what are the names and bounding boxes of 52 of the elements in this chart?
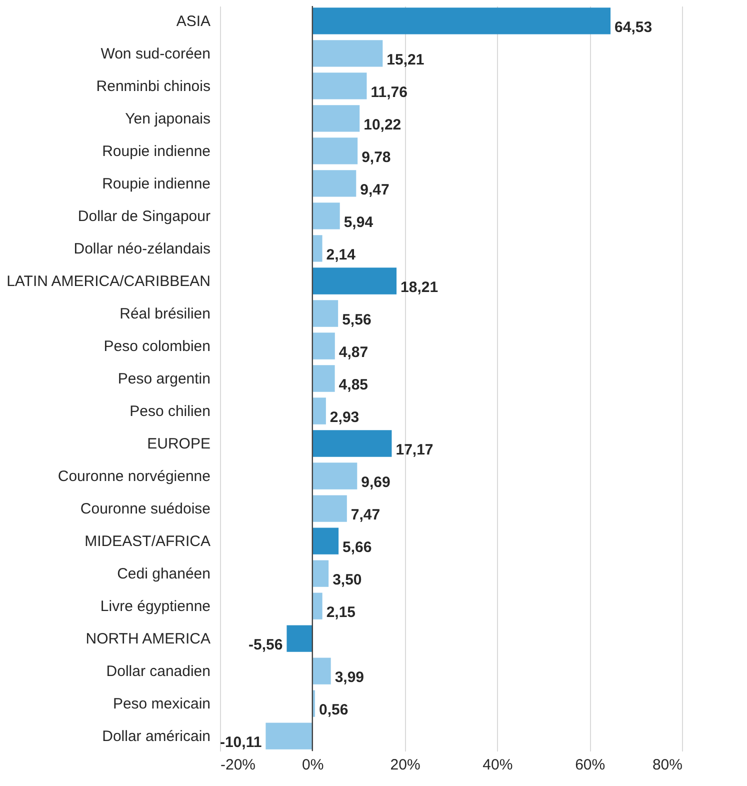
data-label: 4,85: [338, 376, 368, 394]
y-tick-label: Couronne norvégienne: [58, 468, 210, 486]
y-tick-label: Peso colombien: [104, 338, 210, 355]
y-tick-label: Peso mexicain: [112, 696, 210, 713]
data-label: 64,53: [614, 18, 652, 36]
y-tick-label: EUROPE: [147, 436, 210, 453]
data-label: 9,69: [361, 474, 390, 492]
y-tick-label: Dollar canadien: [106, 663, 210, 680]
data-label: 9,47: [360, 181, 390, 198]
y-tick-label: Yen japonais: [125, 110, 210, 128]
data-label: 15,21: [386, 51, 424, 68]
data-label: 7,47: [350, 506, 380, 524]
y-tick-label: Roupie indienne: [102, 175, 210, 192]
y-tick-label: Renminbi chinois: [96, 78, 210, 95]
x-tick-label: 20%: [390, 756, 420, 774]
y-tick-label: Réal brésilien: [120, 305, 210, 322]
y-tick-label: Dollar néo-zélandais: [74, 240, 210, 258]
data-label: 3,50: [332, 572, 362, 589]
y-tick-label: Peso argentin: [118, 370, 210, 388]
y-tick-label: ASIA: [176, 12, 210, 30]
data-label: 2,93: [330, 409, 360, 426]
data-label: 9,78: [362, 148, 391, 166]
x-tick-label: -20%: [220, 756, 256, 774]
x-tick-label: 40%: [482, 756, 513, 774]
y-tick-label: Dollar de Singapour: [78, 208, 210, 225]
x-tick-label: 0%: [302, 756, 324, 774]
y-tick-label: Couronne suédoise: [80, 500, 210, 518]
data-label: 4,87: [338, 344, 368, 361]
y-tick-label: LATIN AMERICA/CARIBBEAN: [6, 272, 210, 290]
y-tick-label: Peso chilien: [130, 403, 210, 420]
data-label: 0,56: [318, 702, 348, 719]
y-tick-label: Dollar américain: [102, 728, 210, 746]
x-tick-label: 80%: [652, 756, 682, 774]
data-label: 10,22: [364, 116, 402, 134]
x-tick-label: 60%: [575, 756, 606, 774]
data-label: -10,11: [220, 734, 262, 752]
data-label: 2,14: [326, 246, 356, 264]
data-label: 5,56: [342, 311, 372, 328]
data-label: -5,56: [248, 636, 283, 654]
data-label: 5,94: [344, 214, 374, 231]
data-label: 3,99: [334, 669, 364, 686]
y-tick-label: Livre égyptienne: [100, 598, 210, 616]
data-label: 11,76: [370, 84, 408, 101]
y-tick-label: Won sud-coréen: [100, 45, 210, 62]
y-tick-label: Roupie indienne: [102, 142, 210, 160]
y-tick-label: MIDEAST/AFRICA: [84, 533, 210, 550]
y-tick-label: Cedi ghanéen: [117, 566, 210, 583]
data-label: 17,17: [396, 442, 434, 459]
data-label: 5,66: [342, 539, 372, 556]
data-label: 2,15: [326, 604, 356, 622]
data-label: 18,21: [400, 278, 438, 296]
y-tick-label: NORTH AMERICA: [86, 630, 210, 648]
